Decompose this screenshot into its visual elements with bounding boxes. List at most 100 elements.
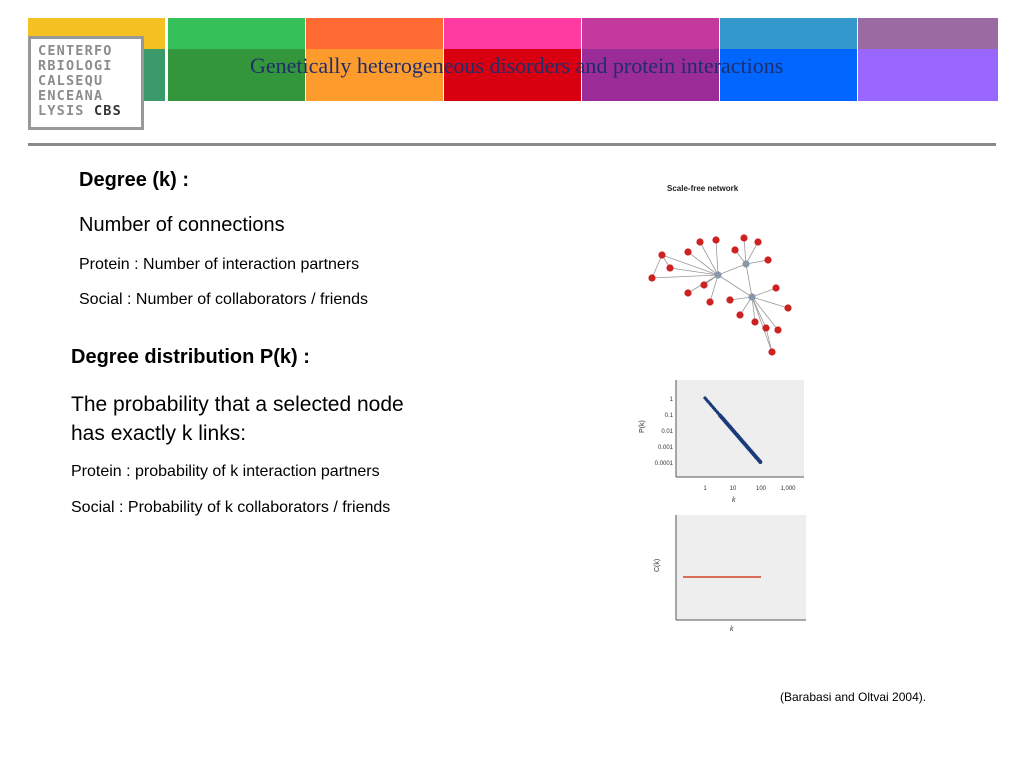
network-edge: [651, 254, 663, 279]
ck-ylabel: C(k): [654, 559, 661, 572]
network-node: [684, 248, 692, 256]
pk-points: [703, 396, 763, 464]
ck-plot: C(k) k: [654, 515, 806, 633]
pk-ytick-1: 1: [670, 397, 674, 403]
citation: (Barabasi and Oltvai 2004).: [780, 690, 927, 704]
logo-line-3: CALSEQU: [38, 73, 104, 89]
network-edge: [751, 296, 756, 323]
network-edge: [651, 274, 719, 279]
network-edge: [765, 327, 773, 353]
network-edges: [651, 237, 789, 353]
network-node: [700, 281, 708, 289]
network-node: [658, 251, 666, 259]
scale-free-network-figure: Scale-free network: [640, 180, 820, 360]
network-edge: [751, 287, 777, 298]
network-node: [684, 289, 692, 297]
network-node: [666, 264, 674, 272]
distribution-definition-line1: The probability that a selected node: [71, 393, 404, 416]
degree-social: Social : Number of collaborators / frien…: [79, 291, 369, 308]
network-node: [751, 318, 759, 326]
network-hub-node: [742, 260, 750, 268]
network-hub-node: [714, 271, 722, 279]
network-node: [768, 348, 776, 356]
logo-line-1: CENTERFO: [38, 43, 113, 59]
network-edge: [751, 296, 773, 353]
pk-ytick-3: 0.01: [661, 429, 673, 435]
header-band-top: [720, 18, 857, 49]
network-edge: [751, 296, 789, 309]
header-band-top: [168, 18, 305, 49]
network-node: [774, 326, 782, 334]
header-band-bottom: [582, 49, 719, 101]
network-node: [726, 296, 734, 304]
network-node: [784, 304, 792, 312]
network-edge: [687, 251, 719, 276]
network-node: [736, 311, 744, 319]
network-node: [762, 324, 770, 332]
pk-plot-area: [676, 380, 804, 477]
cbs-logo: CENTERFO RBIOLOGI CALSEQU ENCEANA LYSIS …: [28, 36, 144, 130]
pk-ytick-2: 0.1: [665, 413, 674, 419]
pk-xtick-4: 1,000: [780, 486, 796, 492]
network-edge: [715, 239, 719, 276]
logo-line-2: RBIOLOGI: [38, 58, 113, 74]
network-edge: [751, 296, 767, 329]
header-band-top: [858, 18, 998, 49]
network-edge: [743, 237, 747, 265]
header-band-bottom: [858, 49, 998, 101]
ck-xlabel: k: [730, 626, 734, 633]
header-band-4: [444, 18, 581, 101]
network-edge: [739, 296, 753, 316]
header-band-2: [168, 18, 305, 101]
network-edge: [669, 267, 719, 276]
pk-xlabel: k: [732, 497, 736, 504]
distribution-definition-line2: has exactly k links:: [71, 422, 247, 445]
pk-plot: P(k) k 1 0.1 0.01 0.001 0.0001 1 10 100 …: [639, 380, 804, 504]
distribution-heading: Degree distribution P(k) :: [71, 346, 310, 368]
network-edge: [709, 274, 719, 303]
header-band-bottom: [306, 49, 443, 101]
network-node: [772, 284, 780, 292]
network-edge: [661, 254, 719, 276]
pk-xtick-3: 100: [756, 486, 767, 492]
network-edge: [745, 263, 753, 298]
header-band-6: [720, 18, 857, 101]
network-node: [706, 298, 714, 306]
clustering-plot: C(k) k: [648, 510, 808, 635]
network-node: [696, 238, 704, 246]
header-band-top: [582, 18, 719, 49]
pk-ylabel: P(k): [639, 420, 646, 433]
degree-distribution-plot: P(k) k 1 0.1 0.01 0.001 0.0001 1 10 100 …: [630, 375, 805, 505]
network-node: [731, 246, 739, 254]
header-band-bottom: [444, 49, 581, 101]
network-hub-node: [748, 293, 756, 301]
network-edge: [717, 263, 747, 276]
header-band-5: [582, 18, 719, 101]
ck-plot-area: [676, 515, 806, 620]
network-edge: [745, 241, 759, 265]
slide-title: Genetically heterogeneous disorders and …: [250, 53, 784, 78]
logo-line-5-prefix: LYSIS: [38, 103, 85, 119]
network-edge: [745, 259, 769, 265]
distribution-protein: Protein : probability of k interaction p…: [71, 463, 380, 480]
header-band-bottom: [720, 49, 857, 101]
header-band-7: [858, 18, 998, 101]
header-band-bottom: [168, 49, 305, 101]
pk-ytick-5: 0.0001: [655, 461, 674, 467]
network-node: [764, 256, 772, 264]
degree-protein: Protein : Number of interaction partners: [79, 256, 360, 273]
pk-point: [758, 460, 763, 464]
network-edge: [729, 296, 753, 301]
header-divider: [28, 143, 996, 146]
degree-definition: Number of connections: [79, 214, 285, 236]
network-diagram: Scale-free network: [648, 184, 792, 356]
distribution-social: Social : Probability of k collaborators …: [71, 499, 391, 516]
network-edge: [699, 241, 719, 276]
network-edge: [751, 296, 779, 331]
logo-line-4: ENCEANA: [38, 88, 104, 104]
pk-ytick-4: 0.001: [658, 445, 674, 451]
pk-xtick-1: 1: [703, 486, 707, 492]
header-band-top: [306, 18, 443, 49]
network-node: [648, 274, 656, 282]
pk-xtick-2: 10: [730, 486, 737, 492]
